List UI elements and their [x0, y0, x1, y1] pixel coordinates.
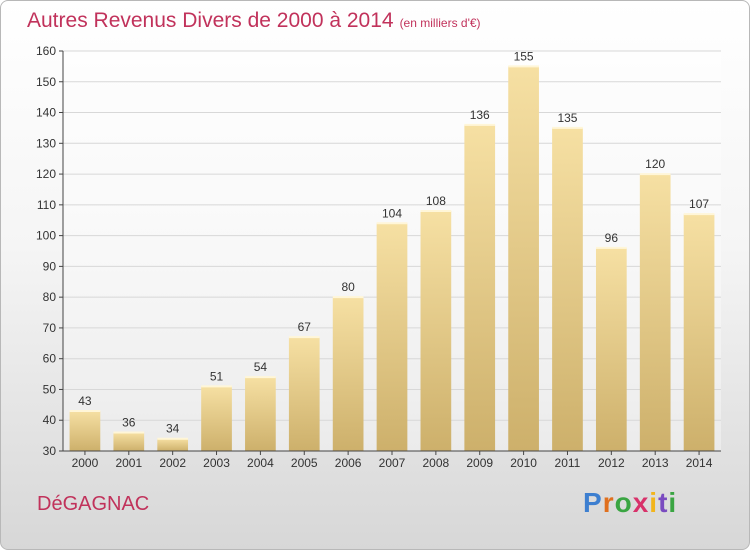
chart-title: Autres Revenus Divers de 2000 à 2014 (en …	[27, 9, 481, 33]
y-tick-label: 70	[43, 321, 57, 335]
y-tick-label: 120	[36, 167, 56, 181]
y-tick-label: 150	[36, 75, 56, 89]
data-label: 120	[645, 157, 665, 171]
bar	[508, 66, 539, 451]
data-label: 34	[166, 422, 180, 436]
data-label: 67	[298, 320, 312, 334]
data-label: 107	[689, 197, 709, 211]
data-label: 136	[470, 108, 490, 122]
y-tick-label: 90	[43, 259, 57, 273]
x-tick-label: 2004	[247, 456, 274, 470]
y-tick-label: 160	[36, 44, 56, 58]
logo-letter: P	[583, 487, 603, 518]
x-tick-label: 2003	[203, 456, 230, 470]
data-label: 54	[254, 360, 268, 374]
y-tick-label: 40	[43, 413, 57, 427]
x-tick-label: 2009	[466, 456, 493, 470]
bar	[552, 127, 583, 451]
x-tick-label: 2008	[423, 456, 450, 470]
y-tick-label: 100	[36, 229, 56, 243]
bar	[595, 247, 627, 451]
bar	[157, 438, 189, 451]
bar	[332, 297, 364, 451]
bar	[683, 214, 715, 451]
data-label: 155	[514, 49, 534, 63]
chart-subtitle: (en milliers d'€)	[399, 16, 481, 30]
data-label: 80	[341, 280, 355, 294]
data-label: 36	[122, 416, 136, 430]
y-tick-label: 80	[43, 290, 57, 304]
bar	[201, 386, 232, 451]
y-tick-label: 130	[36, 136, 56, 150]
logo-letter: i	[649, 487, 659, 518]
proxiti-logo: Proxiti	[583, 487, 677, 519]
y-tick-label: 60	[43, 352, 57, 366]
logo-letter: r	[602, 487, 615, 518]
logo-letter: i	[668, 487, 678, 518]
data-label: 135	[557, 111, 577, 125]
y-tick-label: 140	[36, 106, 56, 120]
x-tick-label: 2007	[379, 456, 406, 470]
data-label: 51	[210, 369, 224, 383]
commune-name: DéGAGNAC	[37, 493, 150, 515]
chart-title-text: Autres Revenus Divers de 2000 à 2014	[27, 9, 394, 32]
x-tick-label: 2005	[291, 456, 318, 470]
x-tick-label: 2000	[72, 456, 99, 470]
data-label: 104	[382, 206, 402, 220]
bar	[376, 223, 408, 451]
y-tick-label: 110	[37, 198, 56, 212]
logo-letter: o	[614, 487, 633, 518]
y-tick-label: 50	[43, 382, 57, 396]
bar	[69, 411, 101, 451]
bar	[464, 124, 496, 451]
logo-letter: t	[658, 487, 669, 518]
x-tick-label: 2002	[159, 456, 186, 470]
data-label: 43	[78, 394, 92, 408]
bar	[420, 211, 452, 451]
data-label: 108	[426, 194, 446, 208]
data-label: 96	[605, 231, 619, 245]
x-tick-label: 2014	[686, 456, 713, 470]
bar	[113, 432, 145, 451]
bar	[639, 174, 671, 452]
x-tick-label: 2001	[115, 456, 142, 470]
x-tick-label: 2010	[510, 456, 537, 470]
logo-letter: x	[632, 487, 650, 518]
y-tick-label: 30	[43, 444, 57, 458]
bar	[245, 377, 276, 451]
x-tick-label: 2012	[598, 456, 625, 470]
x-tick-label: 2011	[555, 456, 581, 470]
bar	[288, 337, 320, 451]
x-tick-label: 2013	[642, 456, 669, 470]
x-tick-label: 2006	[335, 456, 362, 470]
